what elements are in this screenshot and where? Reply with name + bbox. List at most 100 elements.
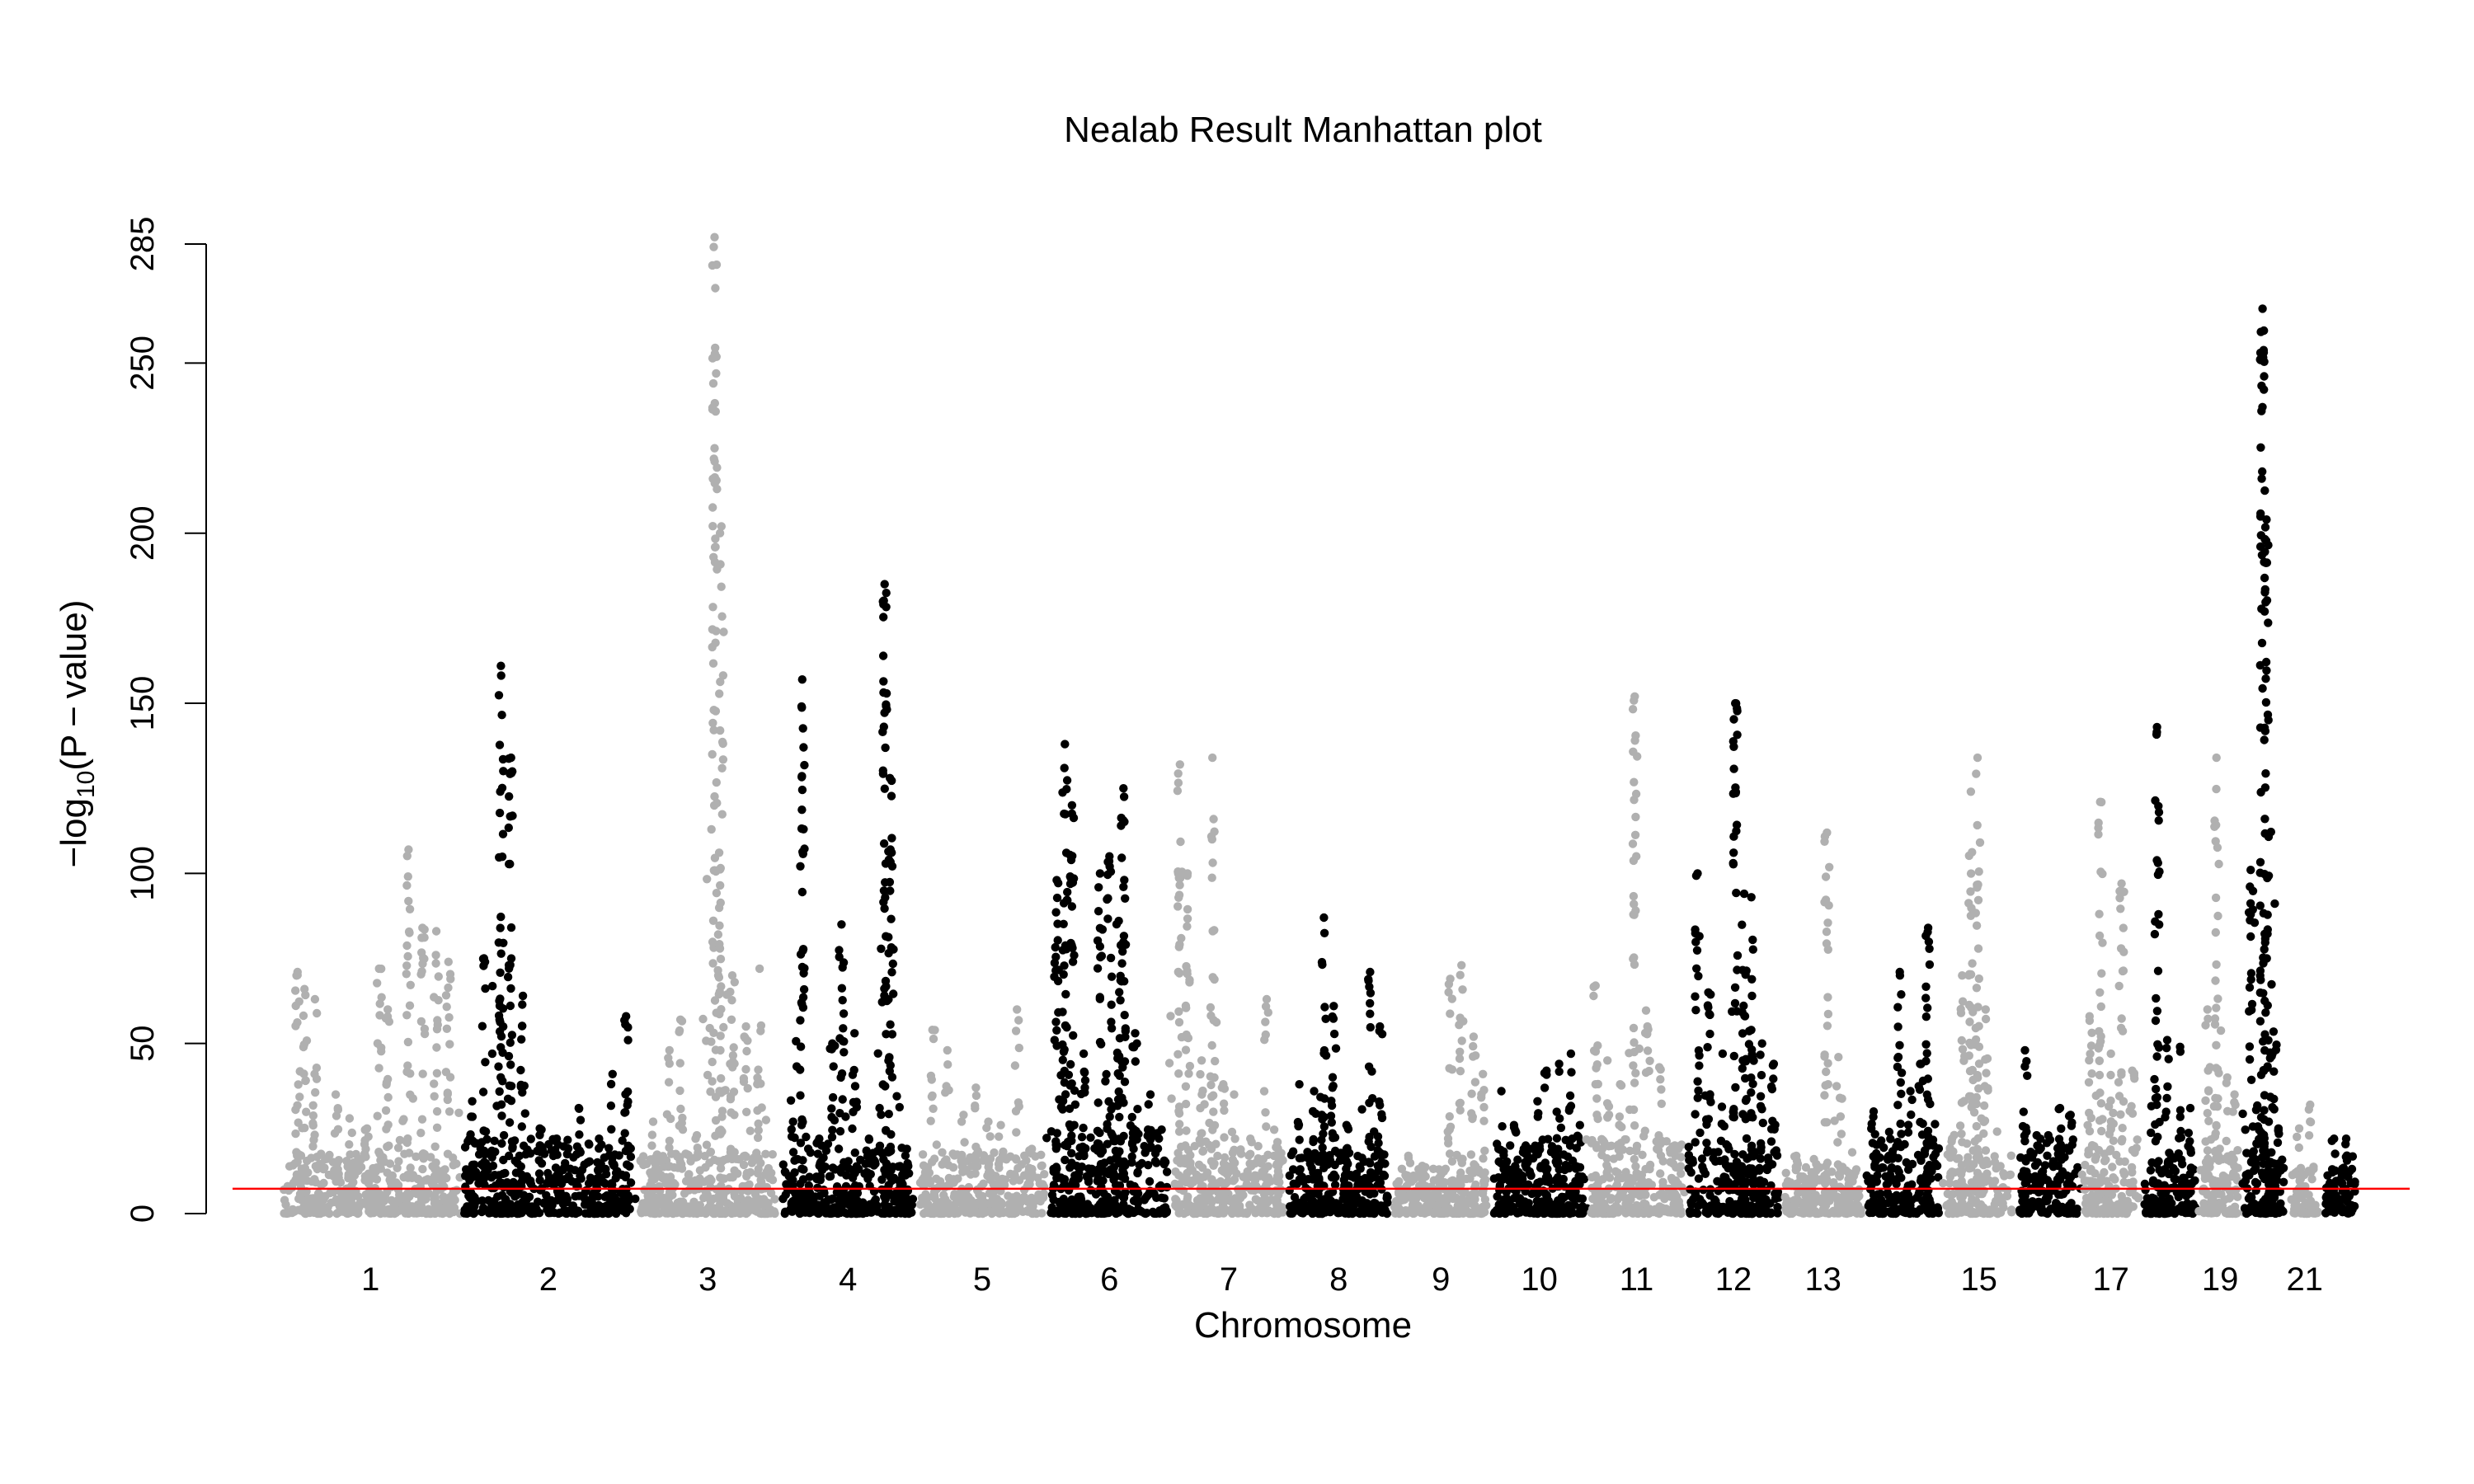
data-point [356,1162,366,1172]
data-point [738,1201,747,1211]
data-point [594,1192,603,1201]
data-point [405,904,415,914]
data-point [754,1065,763,1074]
data-point [768,1150,777,1159]
data-point [709,726,718,735]
data-point [1295,1080,1304,1089]
data-point [805,1209,814,1218]
data-point [405,1148,414,1158]
data-point [1555,1197,1564,1206]
data-point [1443,1134,1453,1144]
data-point [1509,1120,1519,1129]
data-point [308,1142,317,1151]
data-point [393,1144,403,1153]
data-point [1645,1160,1655,1170]
data-point [1177,933,1186,943]
data-point [996,1120,1005,1129]
data-point [1121,1024,1131,1033]
data-point [374,1196,383,1206]
data-point [1326,1111,1336,1120]
data-point [987,1209,997,1219]
data-point [477,1138,487,1147]
chromosome-7-points [1164,753,1287,1219]
data-point [1164,1059,1174,1068]
data-point [294,1080,303,1089]
data-point [296,1170,305,1179]
data-point [1567,1068,1576,1077]
data-point [1197,1200,1207,1209]
data-point [652,1150,661,1159]
data-point [309,1135,318,1144]
data-point [885,1067,895,1076]
data-point [496,912,506,922]
data-point [729,1087,739,1097]
data-point [466,1129,475,1139]
data-point [1456,970,1465,979]
data-point [797,773,807,782]
data-point [313,1008,322,1018]
data-point [838,1095,847,1104]
data-point [702,1140,712,1149]
data-point [827,1133,837,1142]
data-point [585,1157,595,1167]
data-point [708,1057,717,1067]
data-point [481,1158,491,1168]
data-point [886,886,895,895]
data-point [308,1101,317,1111]
data-point [1080,1076,1090,1085]
data-point [1198,1086,1207,1096]
data-point [706,1087,715,1097]
data-point [1615,1112,1625,1121]
data-point [1014,1043,1024,1053]
data-point [1244,1151,1253,1160]
data-point [592,1174,601,1183]
data-point [887,834,896,843]
data-point [1207,1092,1216,1101]
data-point [1747,974,1757,984]
data-point [553,1150,562,1159]
data-point [623,1036,633,1045]
data-point [904,1162,913,1171]
data-point [1132,1186,1142,1195]
data-point [1592,1094,1602,1103]
data-point [1694,1174,1704,1183]
data-point [1640,1189,1649,1199]
data-point [1728,1007,1737,1017]
data-point [1744,1026,1754,1036]
data-point [1317,957,1327,967]
data-point [402,1196,411,1205]
data-point [1140,1195,1149,1205]
data-point [770,1195,779,1204]
data-point [1062,1023,1071,1032]
data-point [422,1176,431,1185]
data-point [1059,919,1068,929]
data-point [534,1156,543,1165]
data-point [1748,1113,1757,1122]
data-point [716,1031,725,1040]
data-point [979,1209,988,1218]
data-point [1747,893,1756,902]
data-point [666,1114,675,1124]
data-point [1103,870,1112,880]
data-point [1470,1078,1480,1087]
data-point [796,1091,805,1100]
data-point [694,1201,703,1211]
data-point [507,1031,517,1040]
data-point [344,1173,353,1183]
data-point [827,1104,836,1113]
data-point [728,1057,737,1067]
data-point [684,1170,694,1179]
data-point [727,1154,736,1164]
data-point [797,962,807,972]
data-point [481,984,490,993]
data-point [1684,1143,1693,1152]
data-point [1392,1179,1401,1189]
data-point [299,1040,308,1050]
data-point [1718,1049,1728,1059]
data-point [640,1202,649,1211]
data-point [331,1090,341,1099]
data-point [1575,1162,1585,1172]
data-point [417,1115,427,1124]
data-point [503,1094,513,1104]
data-point [308,1176,317,1186]
